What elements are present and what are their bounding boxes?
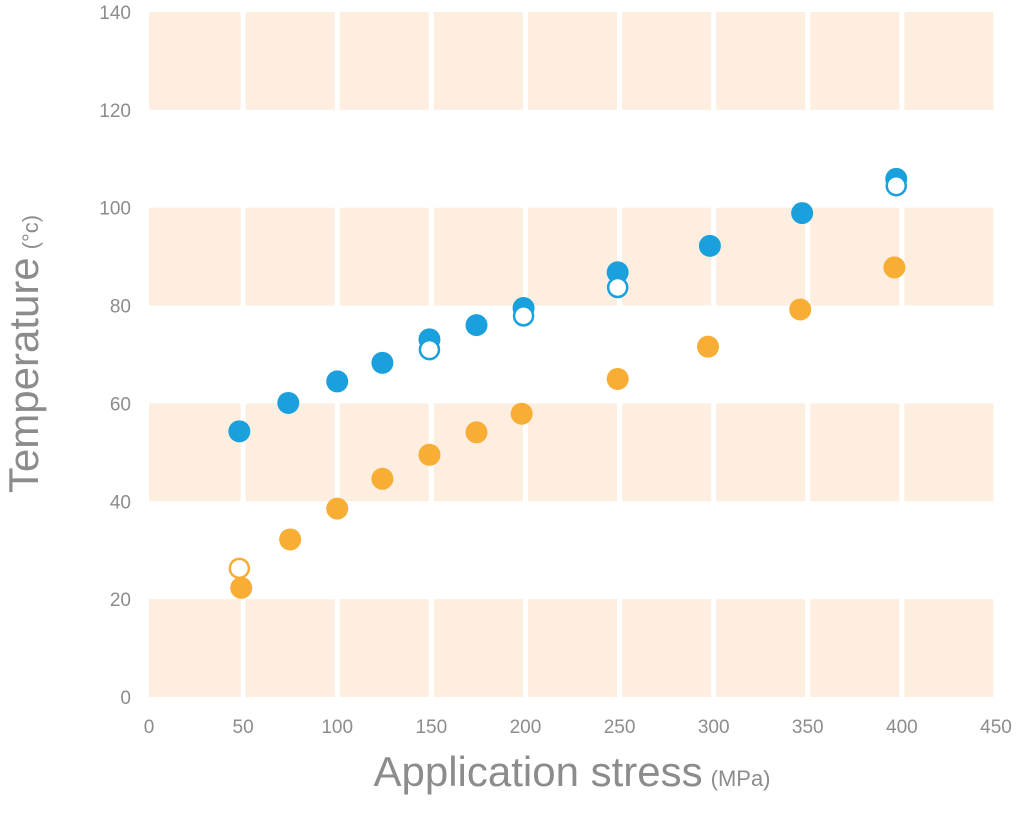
data-points [228, 167, 908, 599]
x-tick-label: 400 [886, 717, 918, 738]
data-point [791, 202, 814, 225]
data-point [883, 256, 906, 279]
data-point [228, 557, 251, 580]
data-point [606, 261, 629, 284]
grid-lines [240, 12, 999, 697]
x-axis-label: Application stress [373, 748, 702, 795]
x-axis-ticks: 0 50 100 150 200 250 300 350 400 450 [144, 717, 1012, 738]
x-tick-label: 350 [792, 717, 824, 738]
data-point [277, 391, 300, 414]
data-point [326, 497, 349, 520]
y-tick-label: 0 [120, 688, 131, 709]
data-point [371, 351, 394, 374]
data-point [418, 338, 441, 361]
x-tick-label: 50 [233, 717, 254, 738]
background-band [149, 12, 996, 110]
data-point [885, 174, 907, 197]
x-tick-label: 100 [321, 717, 353, 738]
y-tick-label: 40 [110, 492, 131, 513]
background-band [149, 403, 996, 502]
x-axis-unit: (MPa) [711, 766, 771, 791]
x-tick-label: 200 [510, 717, 542, 738]
data-point [230, 576, 253, 599]
y-tick-label: 60 [110, 394, 131, 415]
x-tick-label: 300 [698, 717, 730, 738]
data-point [465, 314, 488, 337]
y-axis-unit: (°c) [18, 215, 43, 249]
data-point [698, 234, 721, 257]
data-point [279, 528, 302, 551]
data-point [512, 305, 535, 327]
data-point [228, 420, 251, 443]
y-tick-label: 20 [110, 590, 131, 611]
background-band [149, 599, 996, 697]
data-point [371, 467, 394, 490]
data-point [606, 367, 629, 390]
y-axis-title: Temperature (°c) [0, 215, 47, 493]
background-bands [149, 12, 996, 697]
y-tick-label: 120 [99, 101, 131, 122]
background-band [149, 207, 996, 306]
x-tick-label: 0 [144, 717, 155, 738]
data-point [465, 421, 488, 444]
y-axis-label: Temperature [0, 257, 47, 493]
data-point [418, 443, 441, 466]
data-point [326, 370, 349, 393]
y-tick-label: 140 [99, 3, 131, 24]
x-axis-title: Application stress (MPa) [373, 748, 770, 795]
data-point [510, 402, 533, 425]
data-point [697, 335, 720, 358]
x-tick-label: 450 [980, 717, 1012, 738]
data-point [789, 298, 812, 321]
y-axis-ticks: 0 20 40 60 80 100 120 140 [99, 3, 131, 709]
x-tick-label: 150 [415, 717, 447, 738]
y-tick-label: 80 [110, 297, 131, 318]
y-tick-label: 100 [99, 199, 131, 220]
data-point [606, 276, 629, 299]
x-tick-label: 250 [604, 717, 636, 738]
